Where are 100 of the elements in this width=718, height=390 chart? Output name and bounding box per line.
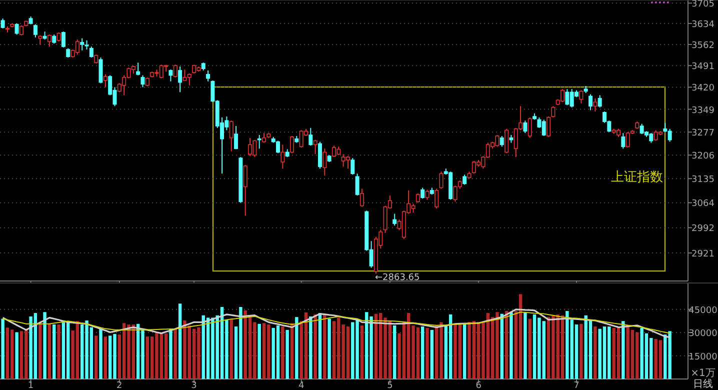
bar [510, 312, 513, 379]
candlestick [308, 127, 313, 146]
y-tick-label: 3277 [692, 128, 714, 139]
bar [15, 332, 18, 379]
y-tick-label: 3491 [692, 62, 714, 72]
bar [328, 318, 331, 379]
bar [62, 322, 66, 379]
bar [52, 324, 56, 379]
bar [314, 314, 317, 379]
candlestick [89, 46, 94, 58]
candlestick [439, 171, 444, 190]
annotation: ←2863.65 [375, 273, 420, 283]
bar [94, 336, 98, 379]
candlestick [290, 135, 294, 154]
bar [230, 320, 233, 379]
bar [528, 318, 532, 379]
candlestick [322, 148, 327, 176]
candlestick [56, 32, 61, 42]
bar [38, 323, 42, 379]
candlestick [168, 69, 173, 82]
candlestick [462, 174, 467, 186]
candlestick [528, 116, 532, 138]
x-tick-label: 1 [28, 381, 34, 390]
bar [281, 326, 284, 379]
y-axis-title: ×1万 [690, 368, 716, 379]
y-tick-label: 3206 [692, 152, 715, 162]
candlestick [243, 164, 248, 216]
x-tick-label: 3 [191, 381, 197, 390]
bar [318, 313, 322, 379]
candlestick [178, 66, 182, 93]
candlestick [248, 137, 252, 157]
candlestick [500, 135, 504, 148]
candlestick [262, 132, 266, 144]
y-tick-label: 3135 [692, 175, 714, 186]
candlestick [173, 64, 178, 78]
annotation: 上证指数 [611, 170, 663, 185]
candlestick [416, 192, 420, 204]
bar [430, 330, 434, 379]
bar [99, 328, 102, 379]
bar [258, 324, 261, 379]
candlestick [551, 106, 556, 118]
bar [104, 336, 108, 379]
candlestick [52, 34, 56, 44]
candlestick [621, 132, 626, 150]
candlestick [257, 134, 262, 150]
y-tick-label: 3634 [692, 20, 715, 30]
x-tick-label: 6 [476, 381, 482, 390]
candlestick [360, 188, 364, 208]
x-tick-label: 4 [298, 381, 304, 390]
candlestick [229, 120, 234, 152]
bar [174, 328, 177, 379]
bar [374, 314, 378, 379]
candlestick [318, 141, 322, 170]
bar [6, 328, 10, 379]
bar [309, 316, 312, 379]
bar [43, 312, 46, 379]
candlestick [75, 38, 80, 56]
bar [360, 325, 364, 379]
candlestick [140, 74, 145, 88]
candlestick [66, 48, 70, 58]
line-series [2, 308, 671, 338]
candlestick [346, 156, 350, 170]
bar [48, 324, 52, 379]
candlestick [523, 120, 528, 134]
bar [286, 330, 289, 379]
candlestick [425, 189, 430, 200]
candlestick [280, 144, 285, 170]
y-tick-label: 3349 [692, 106, 715, 116]
bar [448, 314, 452, 379]
candlestick [593, 98, 598, 112]
text: 日线 [693, 378, 713, 390]
candlestick [588, 94, 593, 111]
candlestick [0, 18, 5, 29]
bar [462, 324, 466, 379]
y-tick-label: 3705 [692, 0, 714, 10]
candlestick [434, 188, 439, 210]
y-tick-label: 3064 [692, 199, 715, 210]
bar [1, 318, 4, 379]
bar [164, 333, 168, 379]
bar [420, 326, 424, 379]
candlestick [19, 24, 24, 36]
bar [500, 314, 504, 379]
candlestick [350, 158, 355, 176]
bar [323, 314, 326, 379]
y-tick-label: 2992 [692, 224, 714, 234]
y-tick-label: 3420 [692, 84, 715, 94]
bar [504, 311, 508, 379]
bar [290, 323, 294, 379]
bar [594, 326, 597, 379]
bar [518, 294, 522, 379]
candlestick [103, 74, 108, 88]
y-tick-label: 30000 [688, 329, 718, 340]
y-tick-label: 3562 [692, 40, 714, 51]
candlestick [504, 128, 509, 154]
y-tick-label: 2921 [692, 249, 714, 260]
candlestick [234, 126, 238, 150]
line-series [2, 312, 670, 334]
x-tick-label: 7 [574, 381, 580, 390]
x-tick-label: 2 [116, 381, 122, 390]
candlestick [313, 139, 318, 155]
